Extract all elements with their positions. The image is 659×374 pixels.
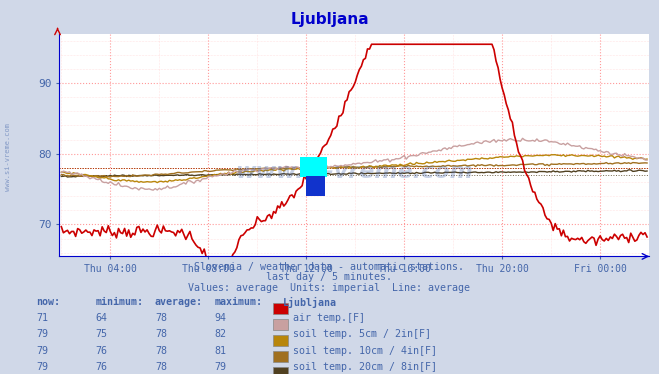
Text: 76: 76 bbox=[96, 362, 107, 372]
Text: Slovenia / weather data - automatic stations.: Slovenia / weather data - automatic stat… bbox=[194, 262, 465, 272]
Text: 81: 81 bbox=[214, 346, 226, 356]
Text: 78: 78 bbox=[155, 329, 167, 340]
Text: www.si-vreme.com: www.si-vreme.com bbox=[5, 123, 11, 191]
Text: www.si-vreme.com: www.si-vreme.com bbox=[235, 162, 473, 182]
Bar bbox=[306, 177, 325, 196]
Text: 79: 79 bbox=[36, 346, 48, 356]
Text: 79: 79 bbox=[36, 362, 48, 372]
Text: 79: 79 bbox=[214, 362, 226, 372]
Text: 78: 78 bbox=[155, 313, 167, 324]
Text: 78: 78 bbox=[155, 346, 167, 356]
Text: 76: 76 bbox=[96, 346, 107, 356]
Text: minimum:: minimum: bbox=[96, 297, 144, 307]
Text: 78: 78 bbox=[155, 362, 167, 372]
Text: 79: 79 bbox=[36, 329, 48, 340]
Text: soil temp. 5cm / 2in[F]: soil temp. 5cm / 2in[F] bbox=[293, 329, 431, 340]
Text: 64: 64 bbox=[96, 313, 107, 324]
Text: 71: 71 bbox=[36, 313, 48, 324]
Text: last day / 5 minutes.: last day / 5 minutes. bbox=[266, 272, 393, 282]
Text: 82: 82 bbox=[214, 329, 226, 340]
Text: Values: average  Units: imperial  Line: average: Values: average Units: imperial Line: av… bbox=[188, 283, 471, 293]
Text: 94: 94 bbox=[214, 313, 226, 324]
Text: 75: 75 bbox=[96, 329, 107, 340]
Text: Ljubljana: Ljubljana bbox=[290, 12, 369, 27]
Text: average:: average: bbox=[155, 297, 203, 307]
Text: maximum:: maximum: bbox=[214, 297, 262, 307]
Bar bbox=[300, 157, 327, 177]
Text: air temp.[F]: air temp.[F] bbox=[293, 313, 365, 324]
Text: soil temp. 20cm / 8in[F]: soil temp. 20cm / 8in[F] bbox=[293, 362, 438, 372]
Text: Ljubljana: Ljubljana bbox=[283, 297, 337, 308]
Text: soil temp. 10cm / 4in[F]: soil temp. 10cm / 4in[F] bbox=[293, 346, 438, 356]
Text: now:: now: bbox=[36, 297, 60, 307]
